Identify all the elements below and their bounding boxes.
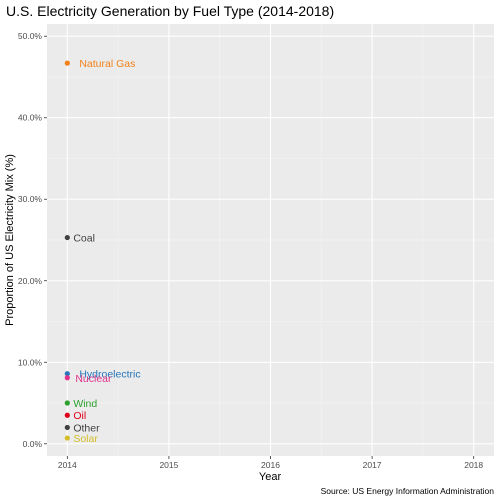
y-tick-label: 30.0% [18,194,43,204]
y-axis-title: Proportion of US Electricity Mix (%) [4,154,16,326]
x-axis: 2014 2015 2016 2017 2018 [58,456,483,470]
point-natural-gas [64,60,70,66]
label-natural-gas: Natural Gas [79,58,135,70]
label-oil: Oil [73,410,86,422]
x-tick-label: 2014 [58,460,77,470]
label-solar: Solar [73,433,98,445]
chart-title: U.S. Electricity Generation by Fuel Type… [6,3,334,19]
point-nuclear [64,375,70,381]
label-other: Other [73,422,100,434]
label-nuclear: Nuclear [75,373,112,385]
label-wind: Wind [73,398,97,410]
point-oil [64,412,70,418]
data-points [64,60,70,441]
y-axis: 0.0% 10.0% 20.0% 30.0% 40.0% 50.0% [18,31,47,449]
label-hydroelectric: Hydroelectric [79,369,140,381]
point-wind [64,400,70,406]
point-other [64,424,70,431]
source-caption: Source: US Energy Information Administra… [321,486,495,496]
point-solar [64,435,70,441]
y-tick-label: 20.0% [18,276,43,286]
point-coal [64,234,70,241]
x-tick-label: 2015 [159,460,178,470]
point-hydroelectric [64,371,70,377]
label-coal: Coal [73,233,95,245]
y-tick-label: 0.0% [23,439,43,449]
x-axis-title: Year [259,471,282,483]
grid-major [47,24,494,456]
x-tick-label: 2016 [261,460,280,470]
y-tick-label: 10.0% [18,357,43,367]
point-labels: Natural GasCoalHydroelectricNuclearWindO… [73,58,140,445]
x-tick-label: 2017 [363,460,382,470]
x-tick-label: 2018 [464,460,483,470]
y-tick-label: 50.0% [18,31,43,41]
y-tick-label: 40.0% [18,113,43,123]
